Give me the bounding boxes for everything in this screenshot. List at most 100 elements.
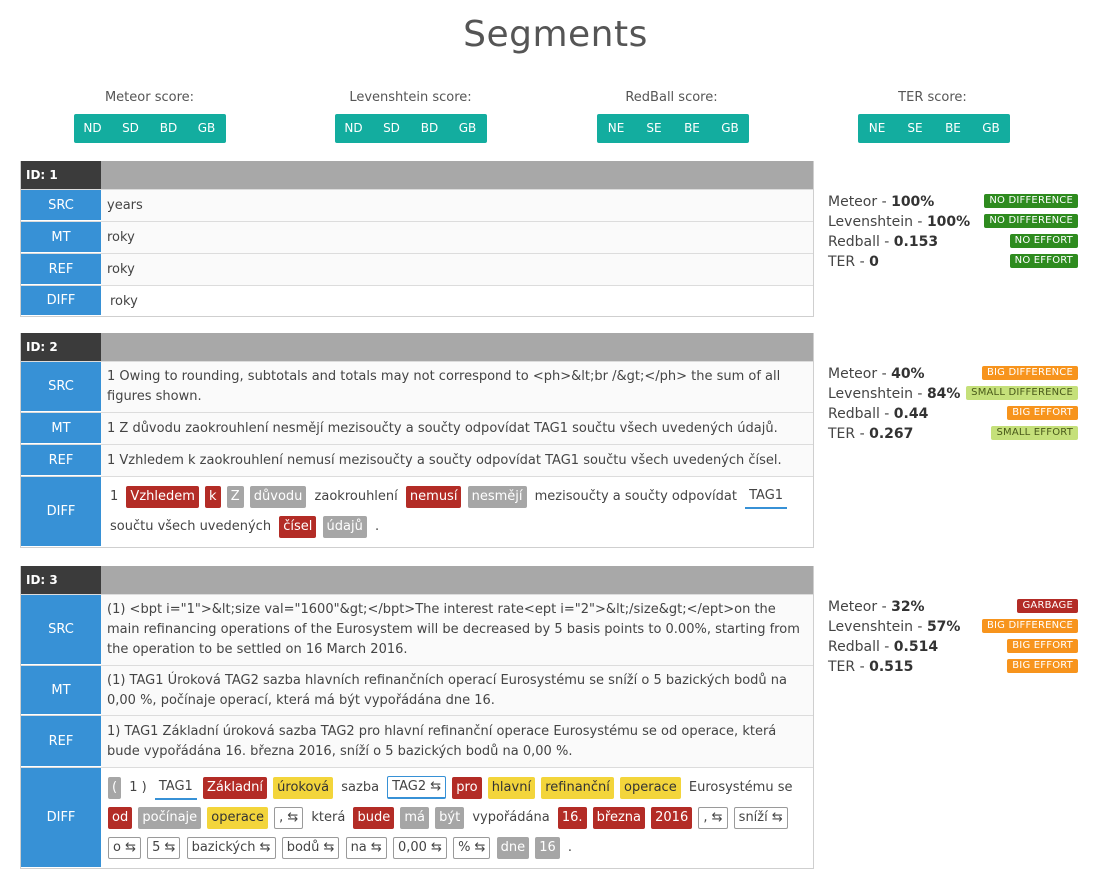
mt-label: MT <box>21 413 101 444</box>
redball-be-button[interactable]: BE <box>684 121 700 135</box>
diff-label: DIFF <box>21 286 101 316</box>
score-name: Meteor - <box>828 366 892 382</box>
segment-header-bar <box>101 566 813 594</box>
diff-token-plain: součtu všech uvedených <box>110 518 272 534</box>
diff-text: ( 1 ) TAG1 Základní úroková sazba TAG2 ⇆… <box>101 768 813 868</box>
meteor-nd-button[interactable]: ND <box>83 121 102 135</box>
diff-token-grey: ( <box>108 776 122 799</box>
segment-id: ID: 2 <box>21 333 101 361</box>
segment-id: ID: 3 <box>21 566 101 594</box>
score-line: Meteor - 100% NO DIFFERENCE <box>828 192 1078 212</box>
score-name: TER - <box>828 254 870 270</box>
ter-filter: TER score: NE SE BE GB <box>858 90 1010 143</box>
score-line: Redball - 0.514 BIG EFFORT <box>828 637 1078 657</box>
meteor-sd-button[interactable]: SD <box>122 121 139 135</box>
levenshtein-bd-button[interactable]: BD <box>420 121 439 135</box>
score-badge: NO EFFORT <box>1009 254 1078 268</box>
score-name: Redball - <box>828 406 894 422</box>
mt-text: 1 Z důvodu zaokrouhlení nesmějí mezisouč… <box>101 413 813 444</box>
diff-token-red: pro <box>452 776 482 799</box>
diff-token-under: TAG1 <box>154 776 197 800</box>
score-value: 0.515 <box>869 659 914 675</box>
levenshtein-gb-button[interactable]: GB <box>458 121 477 135</box>
diff-token-grey: dne <box>496 836 530 859</box>
score-value: 0.44 <box>893 406 929 422</box>
mt-label: MT <box>21 666 101 715</box>
diff-token-red: od <box>108 806 133 829</box>
score-badge: BIG DIFFERENCE <box>981 619 1078 633</box>
score-name: Meteor - <box>828 194 892 210</box>
diff-token-grey: nesmějí <box>467 485 527 508</box>
levenshtein-filter: Levenshtein score: ND SD BD GB <box>333 90 488 143</box>
diff-token-red: Základní <box>202 776 268 799</box>
score-line: Meteor - 32% GARBAGE <box>828 597 1078 617</box>
diff-token-yellow: hlavní <box>487 776 536 799</box>
diff-token-box: sníží ⇆ <box>733 806 788 829</box>
diff-token-yellow: operace <box>207 806 268 829</box>
diff-token-yellow: refinanční <box>541 776 614 799</box>
diff-label: DIFF <box>21 477 101 547</box>
diff-token-yellow: operace <box>620 776 681 799</box>
ter-be-button[interactable]: BE <box>945 121 961 135</box>
mt-text: roky <box>101 222 813 253</box>
redball-gb-button[interactable]: GB <box>721 121 739 135</box>
score-line: Meteor - 40% BIG DIFFERENCE <box>828 364 1078 384</box>
score-name: Redball - <box>828 639 894 655</box>
diff-token-box: % ⇆ <box>453 836 491 859</box>
score-value: 100% <box>926 214 971 230</box>
mt-text: (1) TAG1 Úroková TAG2 sazba hlavních ref… <box>101 666 813 715</box>
score-name: TER - <box>828 659 870 675</box>
diff-token-plain: roky <box>110 294 138 309</box>
diff-text: roky <box>101 286 813 316</box>
redball-se-button[interactable]: SE <box>646 121 662 135</box>
diff-token-grey: Z <box>226 485 244 508</box>
ref-text: 1) TAG1 Základní úroková sazba TAG2 pro … <box>101 716 813 767</box>
diff-token-box: 0,00 ⇆ <box>392 836 447 859</box>
levenshtein-nd-button[interactable]: ND <box>344 121 363 135</box>
ref-label: REF <box>21 716 101 767</box>
diff-token-box: 5 ⇆ <box>147 836 181 859</box>
src-text: (1) <bpt i="1">&lt;size val="1600"&gt;</… <box>101 595 813 665</box>
diff-token-box: bodů ⇆ <box>281 836 340 859</box>
segment-header-bar <box>101 333 813 361</box>
score-line: Levenshtein - 57% BIG DIFFERENCE <box>828 617 1078 637</box>
src-text: 1 Owing to rounding, subtotals and total… <box>101 362 813 412</box>
segment-card: ID: 1 SRC years MT roky REF roky DIFF ro… <box>20 161 814 317</box>
diff-token-red: Vzhledem <box>126 485 199 508</box>
meteor-filter: Meteor score: ND SD BD GB <box>72 90 227 143</box>
segment-scores: Meteor - 40% BIG DIFFERENCE Levenshtein - … <box>828 364 1078 444</box>
score-value: 0.267 <box>869 426 914 442</box>
score-line: TER - 0.515 BIG EFFORT <box>828 657 1078 677</box>
levenshtein-filter-label: Levenshtein score: <box>349 90 472 105</box>
score-name: Redball - <box>828 234 894 250</box>
diff-token-yellow: úroková <box>273 776 334 799</box>
diff-token-under: TAG1 <box>745 485 788 509</box>
diff-token-plain: mezisoučty a součty odpovídat <box>534 488 737 504</box>
ter-gb-button[interactable]: GB <box>982 121 1000 135</box>
segment-header-bar <box>101 161 813 189</box>
score-value: 40% <box>891 366 925 382</box>
ter-ne-button[interactable]: NE <box>868 121 886 135</box>
diff-token-red: k <box>205 485 221 508</box>
score-line: Redball - 0.44 BIG EFFORT <box>828 404 1078 424</box>
diff-token-plain: . <box>374 518 380 534</box>
diff-token-box: o ⇆ <box>108 836 141 859</box>
diff-token-plain: Eurosystému se <box>688 779 793 795</box>
meteor-gb-button[interactable]: GB <box>197 121 216 135</box>
levenshtein-sd-button[interactable]: SD <box>383 121 400 135</box>
meteor-bd-button[interactable]: BD <box>159 121 178 135</box>
redball-ne-button[interactable]: NE <box>607 121 625 135</box>
segment-card: ID: 2 SRC 1 Owing to rounding, subtotals… <box>20 333 814 548</box>
score-badge: BIG EFFORT <box>1007 406 1078 420</box>
segment-scores: Meteor - 100% NO DIFFERENCE Levenshtein - … <box>828 192 1078 272</box>
diff-token-red: 2016 <box>651 806 693 829</box>
score-name: Levenshtein - <box>828 386 927 402</box>
diff-token-box: bazických ⇆ <box>186 836 276 859</box>
diff-token-plain: 1 ) <box>129 779 147 795</box>
src-label: SRC <box>21 190 101 221</box>
ter-se-button[interactable]: SE <box>907 121 923 135</box>
score-badge: NO EFFORT <box>1009 234 1078 248</box>
diff-token-grey: být <box>435 806 465 829</box>
score-value: 0.514 <box>893 639 939 655</box>
diff-token-plain: sazba <box>341 779 380 795</box>
